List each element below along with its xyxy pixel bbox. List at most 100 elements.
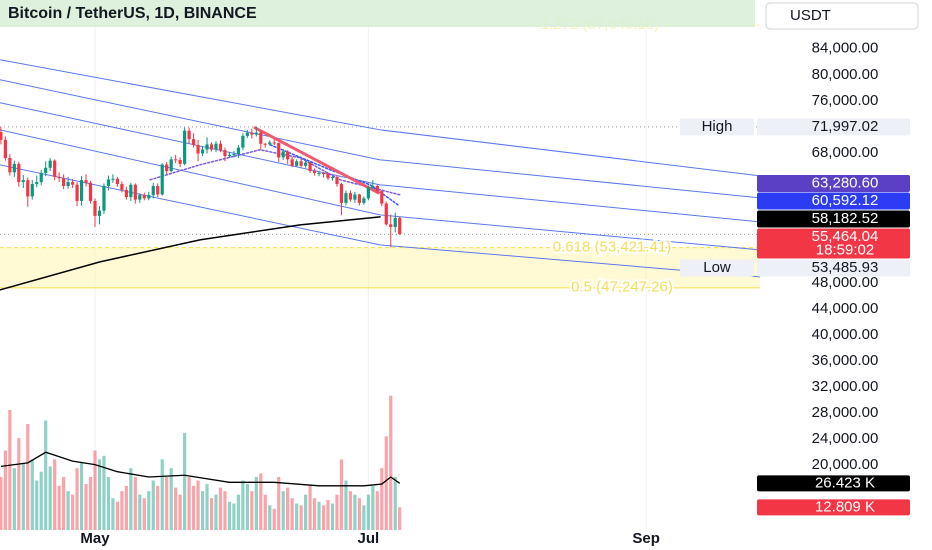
- candle-body: [120, 184, 124, 190]
- candle-body: [277, 143, 281, 158]
- candle-body: [21, 180, 25, 183]
- volume-bar: [30, 459, 34, 530]
- y-tick-label: 84,000.00: [812, 40, 879, 57]
- volume-bar: [196, 480, 200, 530]
- volume-bar: [348, 491, 353, 530]
- candle-body: [389, 224, 393, 227]
- price-label-box: [757, 175, 910, 193]
- volume-bar: [120, 491, 124, 530]
- volume-bar: [17, 438, 21, 530]
- candle-body: [236, 147, 240, 155]
- candle-body: [160, 164, 164, 195]
- candle-body: [8, 158, 12, 173]
- price-label-box: [757, 210, 910, 228]
- volume-bar: [39, 471, 43, 530]
- volume-label-box: [757, 475, 910, 492]
- x-tick-label: Sep: [632, 530, 660, 547]
- candle-body: [371, 185, 375, 188]
- candle-body: [357, 194, 361, 203]
- fib-label: 0.5 (47,247.26): [571, 279, 673, 296]
- volume-ma: [0, 451, 401, 487]
- volume-bar: [93, 450, 97, 530]
- candle-body: [339, 184, 344, 203]
- volume-bar: [57, 485, 61, 530]
- volume-bar: [357, 498, 361, 530]
- candle-body: [106, 179, 111, 186]
- volume-bar: [223, 491, 227, 530]
- volume-bar: [53, 459, 57, 530]
- volume-bar: [339, 459, 344, 530]
- y-tick-label: 28,000.00: [812, 404, 879, 421]
- volume-bar: [84, 484, 88, 530]
- price-label-box: [757, 192, 910, 210]
- volume-bar: [8, 409, 12, 530]
- y-tick-label: 44,000.00: [812, 300, 879, 317]
- candle-body: [335, 176, 339, 185]
- price-tag: Low: [703, 259, 731, 276]
- currency-label[interactable]: USDT: [790, 7, 831, 24]
- trend-line: [0, 59, 760, 177]
- candle-body: [115, 178, 120, 185]
- price-label: 55,464.04: [812, 228, 879, 245]
- volume-bar: [156, 485, 160, 530]
- trend-line: [0, 129, 760, 251]
- candle-body: [35, 182, 39, 185]
- volume-bar: [218, 487, 223, 530]
- candle-body: [375, 185, 379, 192]
- volume-bar: [254, 477, 258, 530]
- currency-button[interactable]: [765, 2, 919, 30]
- price-tag-box: [680, 118, 754, 136]
- volume-bar: [169, 468, 173, 530]
- volume-bar: [393, 477, 397, 530]
- candle-body: [191, 139, 196, 146]
- candle-body: [17, 163, 21, 183]
- candle-body: [3, 139, 7, 159]
- volume-bar: [200, 491, 205, 530]
- y-tick-label: 76,000.00: [812, 92, 879, 109]
- volume-bar: [281, 491, 285, 530]
- candle-body: [111, 178, 115, 180]
- volume-bar: [62, 477, 66, 530]
- candle-body: [299, 161, 303, 166]
- candle-body: [133, 184, 137, 200]
- trend-line: [0, 79, 760, 199]
- volume-bar: [263, 494, 267, 530]
- price-label: 71,997.02: [812, 118, 879, 135]
- volume-bar: [21, 462, 25, 530]
- volume-bar: [272, 508, 276, 530]
- volume-bar: [124, 485, 128, 530]
- candle-body: [250, 132, 254, 135]
- volume-bar: [236, 494, 240, 530]
- volume-bar: [227, 501, 232, 530]
- candle-body: [0, 132, 3, 140]
- volume-bar: [344, 480, 348, 530]
- volume-bar: [259, 473, 263, 530]
- volume-bar: [304, 494, 308, 530]
- candle-body: [232, 154, 236, 156]
- candle-body: [286, 151, 290, 160]
- volume-bar: [380, 468, 384, 530]
- candle-body: [39, 172, 43, 183]
- candle-body: [84, 180, 88, 183]
- volume-bar: [0, 477, 3, 530]
- volume-bar: [151, 480, 155, 530]
- candle-body: [227, 154, 232, 157]
- volume-bar: [88, 477, 93, 530]
- volume-bar: [106, 477, 111, 530]
- candle-body: [178, 159, 182, 164]
- candle-body: [330, 176, 335, 179]
- volume-bar: [335, 494, 339, 530]
- candle-body: [156, 185, 160, 195]
- candle-body: [187, 130, 191, 140]
- candle-body: [326, 173, 330, 179]
- volume-label: 12.809 K: [815, 498, 875, 515]
- volume-bar: [174, 487, 178, 530]
- candle-body: [384, 203, 388, 225]
- y-tick-label: 36,000.00: [812, 352, 879, 369]
- candle-body: [93, 200, 97, 216]
- y-tick-label: 32,000.00: [812, 378, 879, 395]
- price-label-box: [757, 259, 910, 277]
- volume-bar: [308, 485, 312, 530]
- candle-body: [26, 180, 30, 197]
